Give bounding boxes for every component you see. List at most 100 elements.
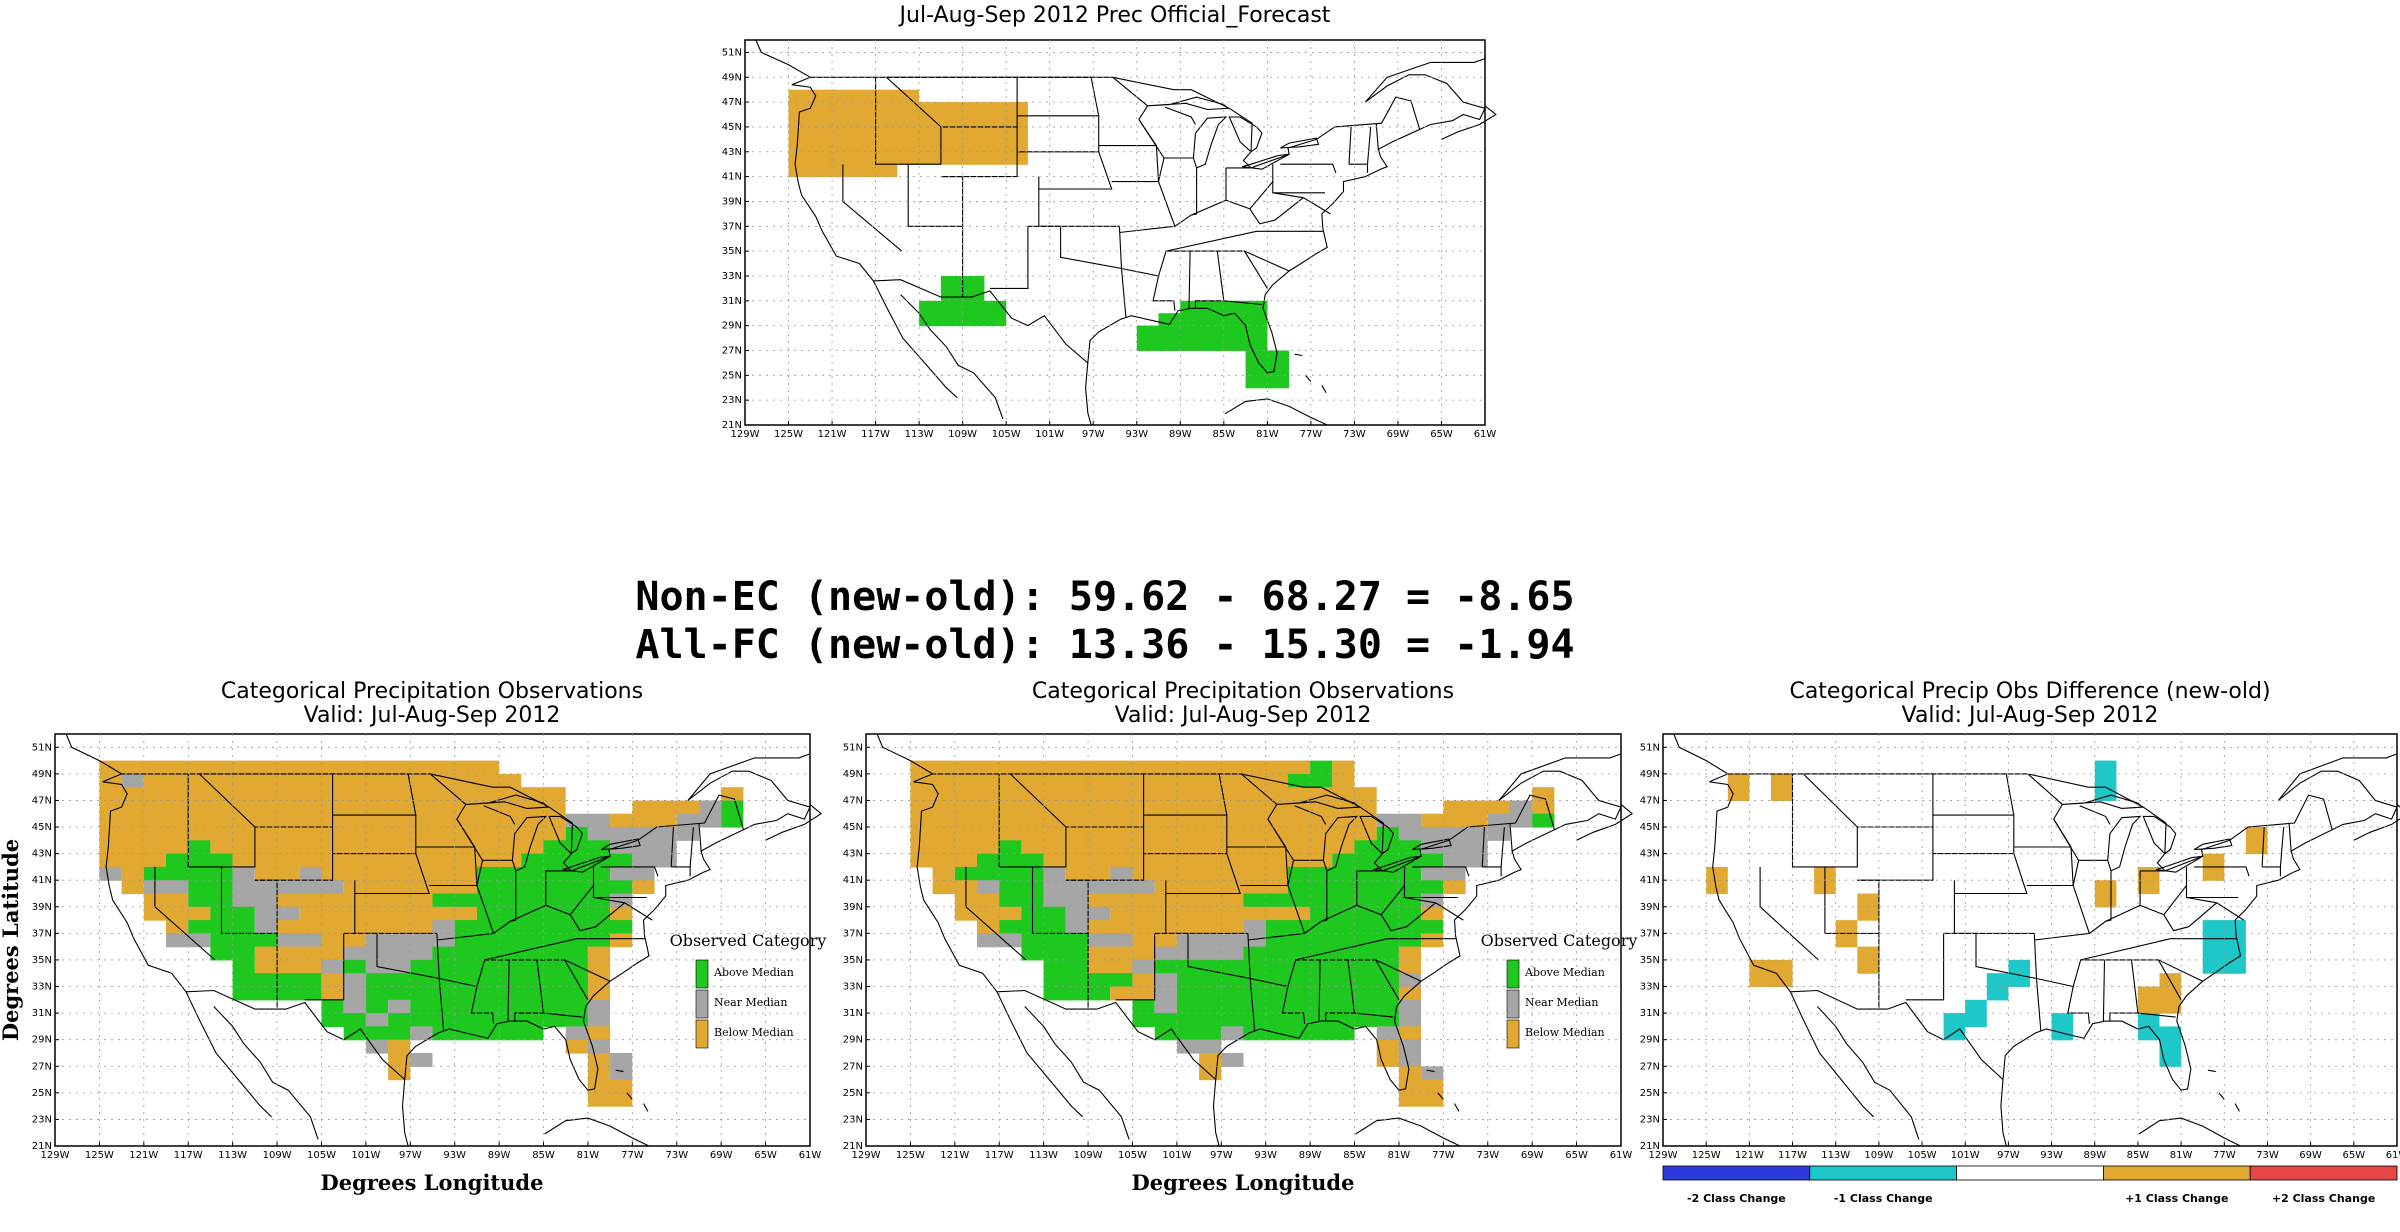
tick-lat: 29N [843, 1035, 863, 1046]
tick-lat: 35N [32, 955, 52, 966]
tick-lon: 121W [940, 1150, 969, 1161]
cell-below [388, 1053, 411, 1067]
state-border [2163, 902, 2218, 932]
cell-below [1398, 1066, 1422, 1081]
tick-lon: 113W [1821, 1150, 1850, 1161]
cell-near [1154, 986, 1177, 1001]
cell-above [432, 893, 611, 908]
coastline [1437, 1092, 1444, 1100]
state-border [569, 902, 625, 932]
state-border [1138, 119, 1165, 182]
state-border [187, 773, 256, 868]
cell-near [1154, 946, 1244, 961]
tick-lon: 125W [774, 429, 803, 440]
cell-near [1088, 933, 1133, 948]
diff-legend-swatch-plus1 [2102, 1165, 2251, 1181]
state-border [510, 870, 517, 922]
tick-lon: 117W [174, 1150, 203, 1161]
tick-lat: 41N [32, 875, 52, 886]
coastline [876, 733, 933, 775]
cell-near [143, 880, 189, 895]
tick-lat: 51N [1640, 742, 1660, 753]
lake-outline [562, 855, 611, 873]
tick-lon: 101W [1162, 1150, 1191, 1161]
state-border [2105, 870, 2112, 922]
tick-lon: 105W [307, 1150, 336, 1161]
state-border [1038, 151, 1113, 190]
tick-lat: 49N [843, 769, 863, 780]
coastline [765, 803, 823, 841]
tick-lon: 73W [1476, 1150, 1499, 1161]
tick-lat: 45N [843, 822, 863, 833]
tick-lon: 61W [1610, 1150, 1633, 1161]
state-border [601, 866, 659, 877]
tick-lon: 109W [1074, 1150, 1103, 1161]
cell-below [954, 893, 1000, 908]
lake-outline [601, 838, 641, 851]
cell-below [321, 866, 477, 881]
cell-near [1154, 999, 1177, 1014]
panel-obs-mid-title-1: Categorical Precipitation Observations [1032, 679, 1454, 704]
tick-lat: 21N [722, 420, 742, 431]
cell-above [1245, 375, 1290, 389]
tick-lat: 49N [722, 72, 742, 83]
cell-near [1132, 959, 1155, 974]
lake-outline [1280, 137, 1320, 149]
cell-above [188, 893, 233, 908]
tick-lon: 117W [861, 429, 890, 440]
tick-lon: 101W [351, 1150, 380, 1161]
cell-minus1 [1986, 986, 2009, 1001]
state-border [689, 826, 694, 867]
cell-above [188, 840, 211, 855]
coastline [2208, 1069, 2216, 1073]
state-border [1154, 932, 1256, 1031]
coastline [1294, 353, 1303, 357]
tick-lat: 25N [32, 1088, 52, 1099]
cell-below [388, 1066, 411, 1081]
state-border [1267, 818, 1295, 886]
cell-near [1398, 1013, 1422, 1027]
tick-lat: 27N [1640, 1061, 1660, 1072]
tick-lon: 121W [818, 429, 847, 440]
coastline [1224, 398, 1328, 426]
tick-lon: 113W [1029, 1150, 1058, 1161]
cell-plus1 [1857, 893, 1879, 908]
lake-outline [2156, 855, 2203, 873]
cell-above [454, 933, 611, 948]
state-border [1509, 822, 1513, 853]
legend-swatch-below [695, 1019, 709, 1049]
cell-near [166, 933, 211, 948]
cell-near [610, 866, 655, 881]
cell-below [587, 946, 611, 961]
cell-near [121, 773, 144, 788]
cell-below [343, 880, 477, 895]
panel-obs-left-title-1: Categorical Precipitation Observations [221, 679, 643, 704]
cell-above [1136, 325, 1268, 339]
cell-plus1 [1727, 787, 1750, 802]
cell-above [919, 313, 1007, 327]
state-border [1932, 814, 2015, 855]
cell-below [587, 1026, 611, 1041]
cell-above [365, 973, 588, 988]
state-border [2072, 959, 2106, 1022]
state-border [989, 226, 1029, 289]
cell-near [699, 800, 722, 815]
state-border [875, 76, 942, 165]
tick-lon: 97W [1210, 1150, 1233, 1161]
lake-outline [548, 815, 584, 855]
cell-below [1443, 880, 1466, 895]
coastline [643, 1103, 649, 1112]
cell-near [1243, 920, 1266, 934]
cell-near [343, 999, 366, 1014]
cell-plus1 [2137, 866, 2160, 881]
cell-near [1443, 853, 1488, 868]
cell-below [1088, 959, 1133, 974]
legend-label-near: Near Median [714, 996, 787, 1009]
tick-lon: 125W [896, 1150, 925, 1161]
headline-nonec: Non-EC (new-old): 59.62 - 68.27 = -8.65 [635, 574, 1574, 620]
tick-lon: 65W [754, 1150, 777, 1161]
cell-below [99, 773, 122, 788]
legend-swatch-above [695, 959, 709, 989]
panel-diff: Categorical Precip Obs Difference (new-o… [1640, 679, 2400, 1205]
cell-above [1021, 933, 1088, 948]
